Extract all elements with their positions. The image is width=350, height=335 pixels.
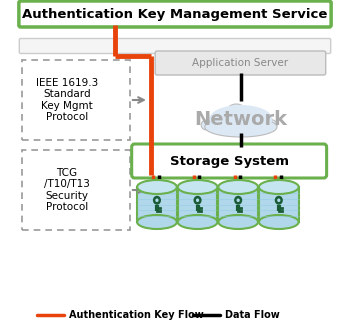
Ellipse shape [178,215,217,229]
Text: Authentication Key Management Service: Authentication Key Management Service [22,7,328,20]
Ellipse shape [178,180,217,194]
FancyBboxPatch shape [155,51,326,75]
FancyBboxPatch shape [132,144,327,178]
Text: Authentication Key Flow: Authentication Key Flow [69,310,203,320]
Ellipse shape [137,180,177,194]
Text: TCG
/T10/T13
Security
Protocol: TCG /T10/T13 Security Protocol [44,168,90,212]
Ellipse shape [264,120,277,131]
Circle shape [196,198,199,202]
Bar [22,60,130,140]
Circle shape [234,196,242,205]
Text: Network: Network [194,110,287,129]
Ellipse shape [218,215,258,229]
Ellipse shape [218,180,258,194]
Circle shape [275,196,283,205]
Ellipse shape [214,116,228,128]
Bar [137,187,177,222]
Ellipse shape [249,113,265,126]
Text: Storage System: Storage System [170,154,289,168]
Circle shape [153,196,161,205]
FancyBboxPatch shape [19,39,331,54]
FancyBboxPatch shape [19,1,331,27]
Ellipse shape [259,180,299,194]
Circle shape [277,198,280,202]
Ellipse shape [201,120,212,130]
Ellipse shape [205,117,277,137]
Ellipse shape [137,215,177,229]
Circle shape [194,196,202,205]
Circle shape [237,198,240,202]
Text: IEEE 1619.3
Standard
Key Mgmt
Protocol: IEEE 1619.3 Standard Key Mgmt Protocol [36,78,98,122]
Text: Data Flow: Data Flow [225,310,279,320]
Text: Application Server: Application Server [193,58,288,68]
Ellipse shape [209,105,272,133]
Circle shape [155,198,159,202]
Bar [178,187,217,222]
Ellipse shape [259,215,299,229]
Bar [22,150,130,230]
Bar [259,187,299,222]
Ellipse shape [226,104,246,120]
Bar [218,187,258,222]
